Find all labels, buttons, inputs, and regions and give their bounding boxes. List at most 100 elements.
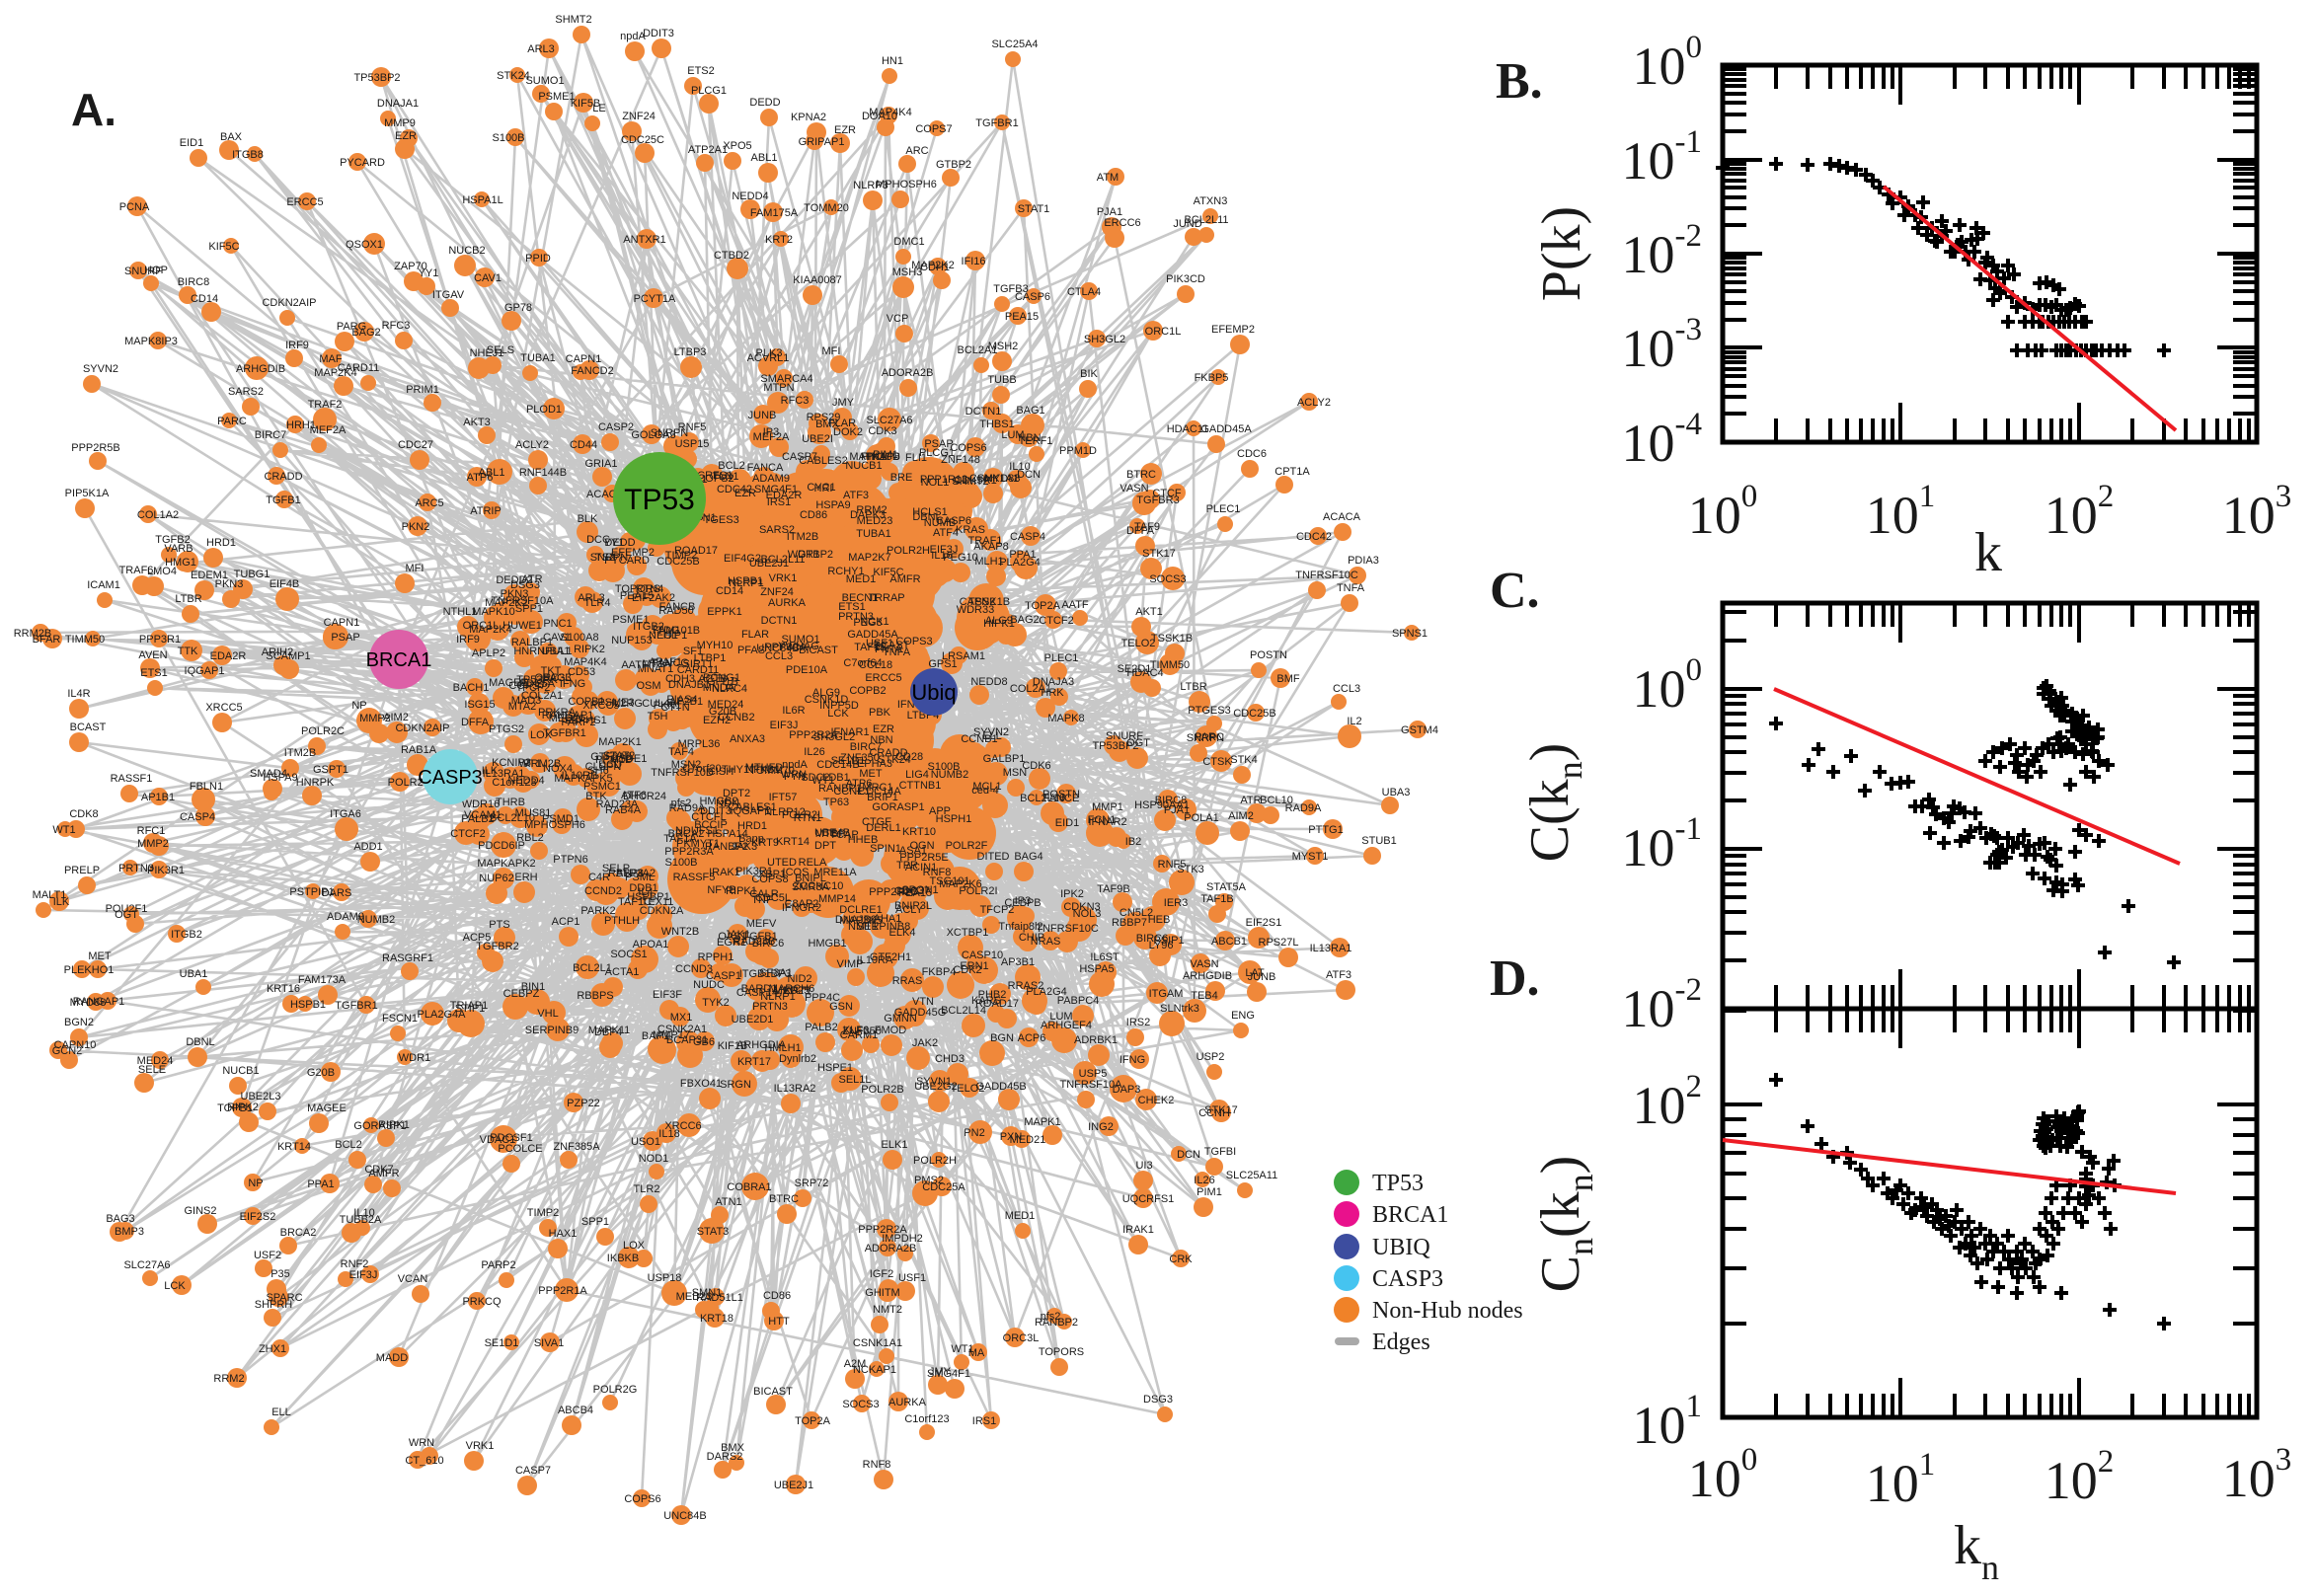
svg-text:PLA2G4: PLA2G4 [1026,986,1067,998]
svg-text:TOP2A: TOP2A [795,1415,831,1427]
svg-text:TIMP2: TIMP2 [527,1207,559,1219]
svg-text:TTK: TTK [178,646,198,657]
svg-text:LY96: LY96 [1149,940,1174,951]
svg-text:RAD50: RAD50 [658,605,693,617]
svg-text:PXN: PXN [1000,1131,1023,1143]
svg-text:TRAF1: TRAF1 [968,535,1003,547]
svg-text:BECN1: BECN1 [842,592,879,604]
svg-text:APAF1: APAF1 [649,656,682,668]
svg-text:SH3GL2: SH3GL2 [1084,334,1125,345]
svg-text:SARS2: SARS2 [228,386,264,398]
svg-text:MARCH6: MARCH6 [769,983,814,995]
svg-text:GTF2H1: GTF2H1 [870,951,911,963]
svg-text:PIK3CD: PIK3CD [861,451,900,463]
svg-text:CDK6: CDK6 [1022,760,1050,772]
svg-text:HSPE1: HSPE1 [817,1062,853,1074]
svg-text:ATF3: ATF3 [1326,969,1351,981]
svg-text:TELO2: TELO2 [1121,638,1156,649]
svg-text:PSAP: PSAP [924,438,953,450]
svg-text:BIRC6: BIRC6 [1136,933,1168,945]
svg-text:BCL2A1: BCL2A1 [958,344,998,356]
svg-text:C7orf64: C7orf64 [843,657,882,669]
svg-text:SE2D1: SE2D1 [1118,663,1152,675]
svg-text:NEDD4: NEDD4 [507,775,544,787]
svg-text:FMOD: FMOD [875,1025,906,1036]
svg-text:PKN1: PKN1 [654,700,682,712]
svg-text:AMFR: AMFR [889,573,920,585]
svg-text:THAP8: THAP8 [865,451,899,463]
svg-text:ILK: ILK [53,896,70,908]
svg-text:DARS: DARS [322,887,352,899]
svg-text:TAF9: TAF9 [1134,521,1160,533]
svg-text:TGFBR3: TGFBR3 [1136,494,1179,506]
svg-text:IL18: IL18 [658,1128,679,1140]
svg-text:MAP2K4: MAP2K4 [314,367,356,379]
svg-text:FLAR: FLAR [828,418,856,429]
svg-text:ATP6: ATP6 [467,472,494,484]
svg-text:UBE2I: UBE2I [802,433,833,445]
svg-text:NLRP12: NLRP12 [764,806,806,818]
svg-text:VIMP: VIMP [837,958,864,970]
svg-text:ABCB4: ABCB4 [558,1405,593,1416]
svg-text:MEF2A: MEF2A [310,424,347,436]
svg-text:MAP2K6: MAP2K6 [939,878,981,890]
svg-text:HRK: HRK [1041,687,1064,699]
svg-text:DPT: DPT [814,840,836,852]
svg-text:PPP2R5E: PPP2R5E [899,852,949,864]
svg-text:TNF: TNF [751,894,773,906]
svg-text:COPS6: COPS6 [624,1493,660,1505]
svg-text:EFEMP2: EFEMP2 [611,547,655,559]
svg-text:SHMT2: SHMT2 [952,476,988,488]
svg-text:SHMT2: SHMT2 [555,14,591,26]
svg-text:COPS6: COPS6 [950,442,986,454]
svg-text:PDCSF1: PDCSF1 [490,1132,532,1144]
svg-text:NID2: NID2 [787,973,811,985]
svg-text:MYH10: MYH10 [697,640,733,651]
svg-text:BCL2L10: BCL2L10 [490,812,535,824]
svg-text:PNC1: PNC1 [543,618,572,630]
svg-text:BACH1: BACH1 [453,682,490,694]
svg-text:Non-Hub nodes: Non-Hub nodes [1372,1298,1523,1324]
svg-text:PIP5K1A: PIP5K1A [65,488,110,499]
svg-text:SNURF: SNURF [124,266,162,277]
svg-text:FKBP5: FKBP5 [1195,372,1229,384]
svg-text:POLR2H: POLR2H [887,545,930,557]
svg-text:IQGAP1: IQGAP1 [731,805,771,817]
svg-text:BIK: BIK [1080,368,1098,380]
svg-text:HRD1: HRD1 [737,820,767,832]
svg-text:PABPC4: PABPC4 [1057,995,1100,1007]
svg-text:ZNF385A: ZNF385A [553,1141,600,1153]
svg-text:BNIPL: BNIPL [795,873,826,884]
svg-text:HTT: HTT [768,1316,790,1328]
svg-text:ROAD17: ROAD17 [674,545,718,557]
svg-text:HNRPK: HNRPK [296,777,335,789]
svg-text:SLC27A6: SLC27A6 [123,1259,170,1271]
svg-text:S100B: S100B [927,761,960,773]
svg-text:PRTN3: PRTN3 [118,863,154,874]
svg-text:HMG1: HMG1 [165,557,196,569]
svg-text:DSG3: DSG3 [1143,1394,1173,1406]
svg-text:Dynlrb2: Dynlrb2 [779,1053,816,1065]
svg-text:MAPK10: MAPK10 [472,606,514,618]
svg-text:IL4R: IL4R [67,688,90,700]
svg-text:CTCF2: CTCF2 [450,828,485,840]
svg-text:ARHGDIA: ARHGDIA [736,1039,787,1051]
svg-text:SARS2: SARS2 [759,524,795,536]
svg-text:TP53RK: TP53RK [516,674,558,686]
svg-text:RBBP8: RBBP8 [608,868,644,879]
svg-text:NUP62: NUP62 [479,873,513,884]
svg-text:RRM2: RRM2 [213,1373,244,1385]
svg-text:CABLES2: CABLES2 [799,455,848,467]
svg-text:BICAST: BICAST [799,645,838,656]
svg-text:TGFBR1: TGFBR1 [543,727,585,739]
svg-text:ARC5: ARC5 [415,497,443,509]
svg-text:TGFBR1: TGFBR1 [975,117,1018,129]
svg-text:TFCP2: TFCP2 [516,682,551,694]
svg-text:ATP2A1: ATP2A1 [688,144,728,156]
svg-text:CALR: CALR [749,888,778,900]
svg-text:HCLS1: HCLS1 [912,506,947,518]
svg-text:ARHGDIB: ARHGDIB [1183,970,1232,982]
svg-text:BAP1: BAP1 [642,1030,669,1042]
svg-text:TKT: TKT [541,665,562,677]
svg-text:PARC: PARC [1195,731,1224,743]
